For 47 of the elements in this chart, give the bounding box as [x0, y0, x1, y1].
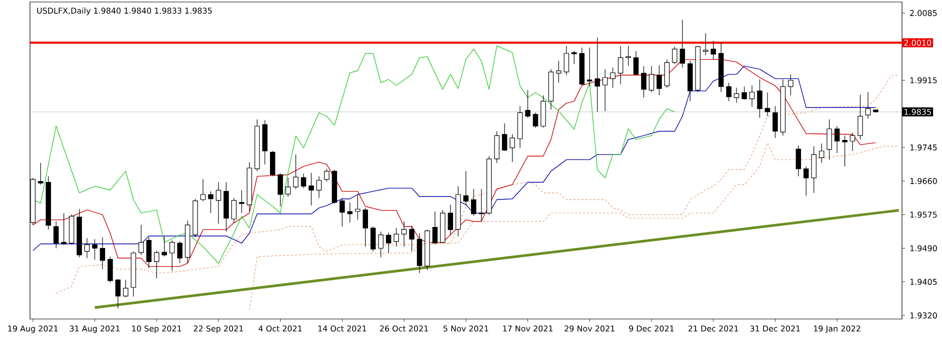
- candlestick: [517, 106, 523, 148]
- candlestick: [84, 238, 90, 258]
- candlestick: [850, 132, 856, 152]
- candlestick: [68, 214, 74, 245]
- candlestick: [231, 198, 237, 223]
- candlestick: [184, 220, 190, 264]
- candlestick: [664, 59, 670, 88]
- candlestick: [532, 112, 538, 128]
- candlestick: [200, 178, 206, 202]
- candlestick: [239, 190, 244, 214]
- candlestick: [262, 120, 268, 165]
- candlestick: [308, 172, 314, 206]
- candlestick: [115, 278, 121, 309]
- candlestick: [285, 178, 291, 198]
- candlestick: [564, 46, 570, 76]
- candlestick: [618, 46, 624, 85]
- candlestick: [826, 119, 832, 160]
- candlestick: [416, 232, 422, 274]
- candlestick: [842, 135, 848, 167]
- candlestick: [718, 42, 724, 92]
- candlestick: [100, 236, 106, 270]
- candlestick: [300, 173, 306, 188]
- candlestick: [749, 85, 755, 108]
- candlestick: [865, 92, 871, 119]
- candlestick: [548, 68, 554, 110]
- candlestick: [224, 182, 229, 232]
- candlestick: [409, 225, 414, 252]
- candlestick: [648, 66, 654, 92]
- candlestick: [633, 50, 639, 76]
- candlestick: [610, 67, 616, 88]
- candlestick: [332, 169, 338, 204]
- candlestick: [734, 87, 740, 104]
- candlestick: [594, 37, 600, 112]
- candlestick: [432, 211, 438, 244]
- line-series: [32, 46, 676, 264]
- candlestick: [780, 79, 786, 136]
- candlestick: [216, 182, 222, 224]
- candlestick: [757, 79, 762, 118]
- candlestick: [448, 204, 454, 236]
- candlestick: [525, 90, 530, 118]
- candlestick: [347, 202, 353, 223]
- candlestick: [834, 126, 840, 154]
- candlestick: [316, 176, 322, 198]
- candlestick: [556, 60, 562, 83]
- candlestick: [764, 92, 770, 117]
- candlestick: [502, 123, 508, 152]
- candlestick: [401, 221, 407, 247]
